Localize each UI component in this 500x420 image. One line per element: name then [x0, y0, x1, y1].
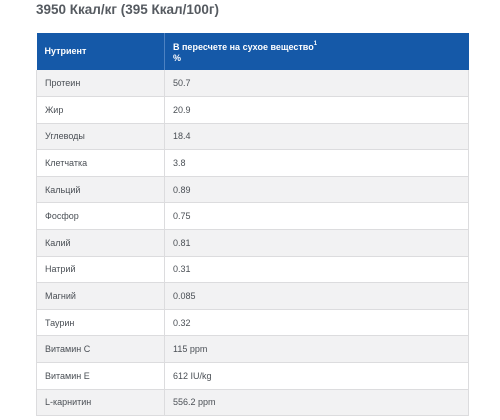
table-row: Углеводы 18.4	[36, 123, 469, 151]
table-row: Жир 20.9	[36, 96, 469, 124]
nutrient-name: Кальций	[36, 176, 165, 204]
table-row: Кальций 0.89	[36, 176, 469, 204]
nutrient-value: 0.32	[164, 309, 469, 337]
nutrient-value: 0.085	[164, 282, 469, 310]
nutrient-value: 115 ppm	[164, 335, 469, 364]
nutrient-name: Таурин	[36, 309, 165, 337]
header-dry-matter-label: В пересчете на сухое вещество	[173, 41, 314, 52]
header-unit: %	[173, 52, 182, 63]
header-nutrient: Нутриент	[36, 33, 165, 70]
nutrient-name: Фосфор	[36, 202, 165, 231]
nutrient-name: L-карнитин	[36, 389, 165, 417]
table-row: L-карнитин 556.2 ppm	[36, 389, 469, 417]
nutrient-name: Витамин Е	[36, 362, 165, 390]
nutrient-name: Углеводы	[36, 123, 165, 151]
nutrient-value: 20.9	[164, 96, 469, 124]
nutrient-value: 3.8	[164, 149, 469, 177]
nutrient-value: 18.4	[164, 123, 469, 151]
nutrient-value: 0.89	[164, 176, 469, 204]
nutrient-value: 0.75	[164, 202, 469, 231]
nutrient-name: Клетчатка	[36, 149, 165, 177]
table-row: Витамин Е 612 IU/kg	[36, 362, 469, 390]
nutrient-value: 556.2 ppm	[164, 389, 469, 417]
nutrient-name: Магний	[36, 282, 165, 310]
table-header-row: Нутриент В пересчете на сухое вещество1 …	[36, 33, 469, 70]
header-footnote-mark: 1	[313, 40, 318, 47]
table-body: Протеин 50.7 Жир 20.9 Углеводы 18.4 Клетчат…	[36, 70, 469, 417]
nutrient-name: Протеин	[36, 70, 165, 98]
table-header: Нутриент В пересчете на сухое вещество1 …	[36, 33, 469, 70]
table-row: Витамин С 115 ppm	[36, 335, 469, 364]
table-row: Калий 0.81	[36, 229, 469, 257]
table-row: Клетчатка 3.8	[36, 149, 469, 177]
nutrient-value: 0.31	[164, 256, 469, 284]
energy-heading: 3950 Ккал/кг (395 Ккал/100г)	[36, 2, 219, 17]
nutrient-value: 0.81	[164, 229, 469, 257]
nutrient-name: Калий	[36, 229, 165, 257]
nutrient-table: Нутриент В пересчете на сухое вещество1 …	[36, 33, 469, 417]
header-dry-matter: В пересчете на сухое вещество1 %	[165, 33, 469, 70]
nutrient-name: Витамин С	[36, 335, 165, 364]
table-row: Фосфор 0.75	[36, 202, 469, 231]
nutrient-name: Жир	[36, 96, 165, 124]
table-row: Натрий 0.31	[36, 256, 469, 284]
nutrient-value: 50.7	[164, 70, 469, 98]
nutrient-value: 612 IU/kg	[164, 362, 469, 390]
table-row: Протеин 50.7	[36, 70, 469, 98]
table-row: Таурин 0.32	[36, 309, 469, 337]
table-row: Магний 0.085	[36, 282, 469, 310]
nutrient-name: Натрий	[36, 256, 165, 284]
